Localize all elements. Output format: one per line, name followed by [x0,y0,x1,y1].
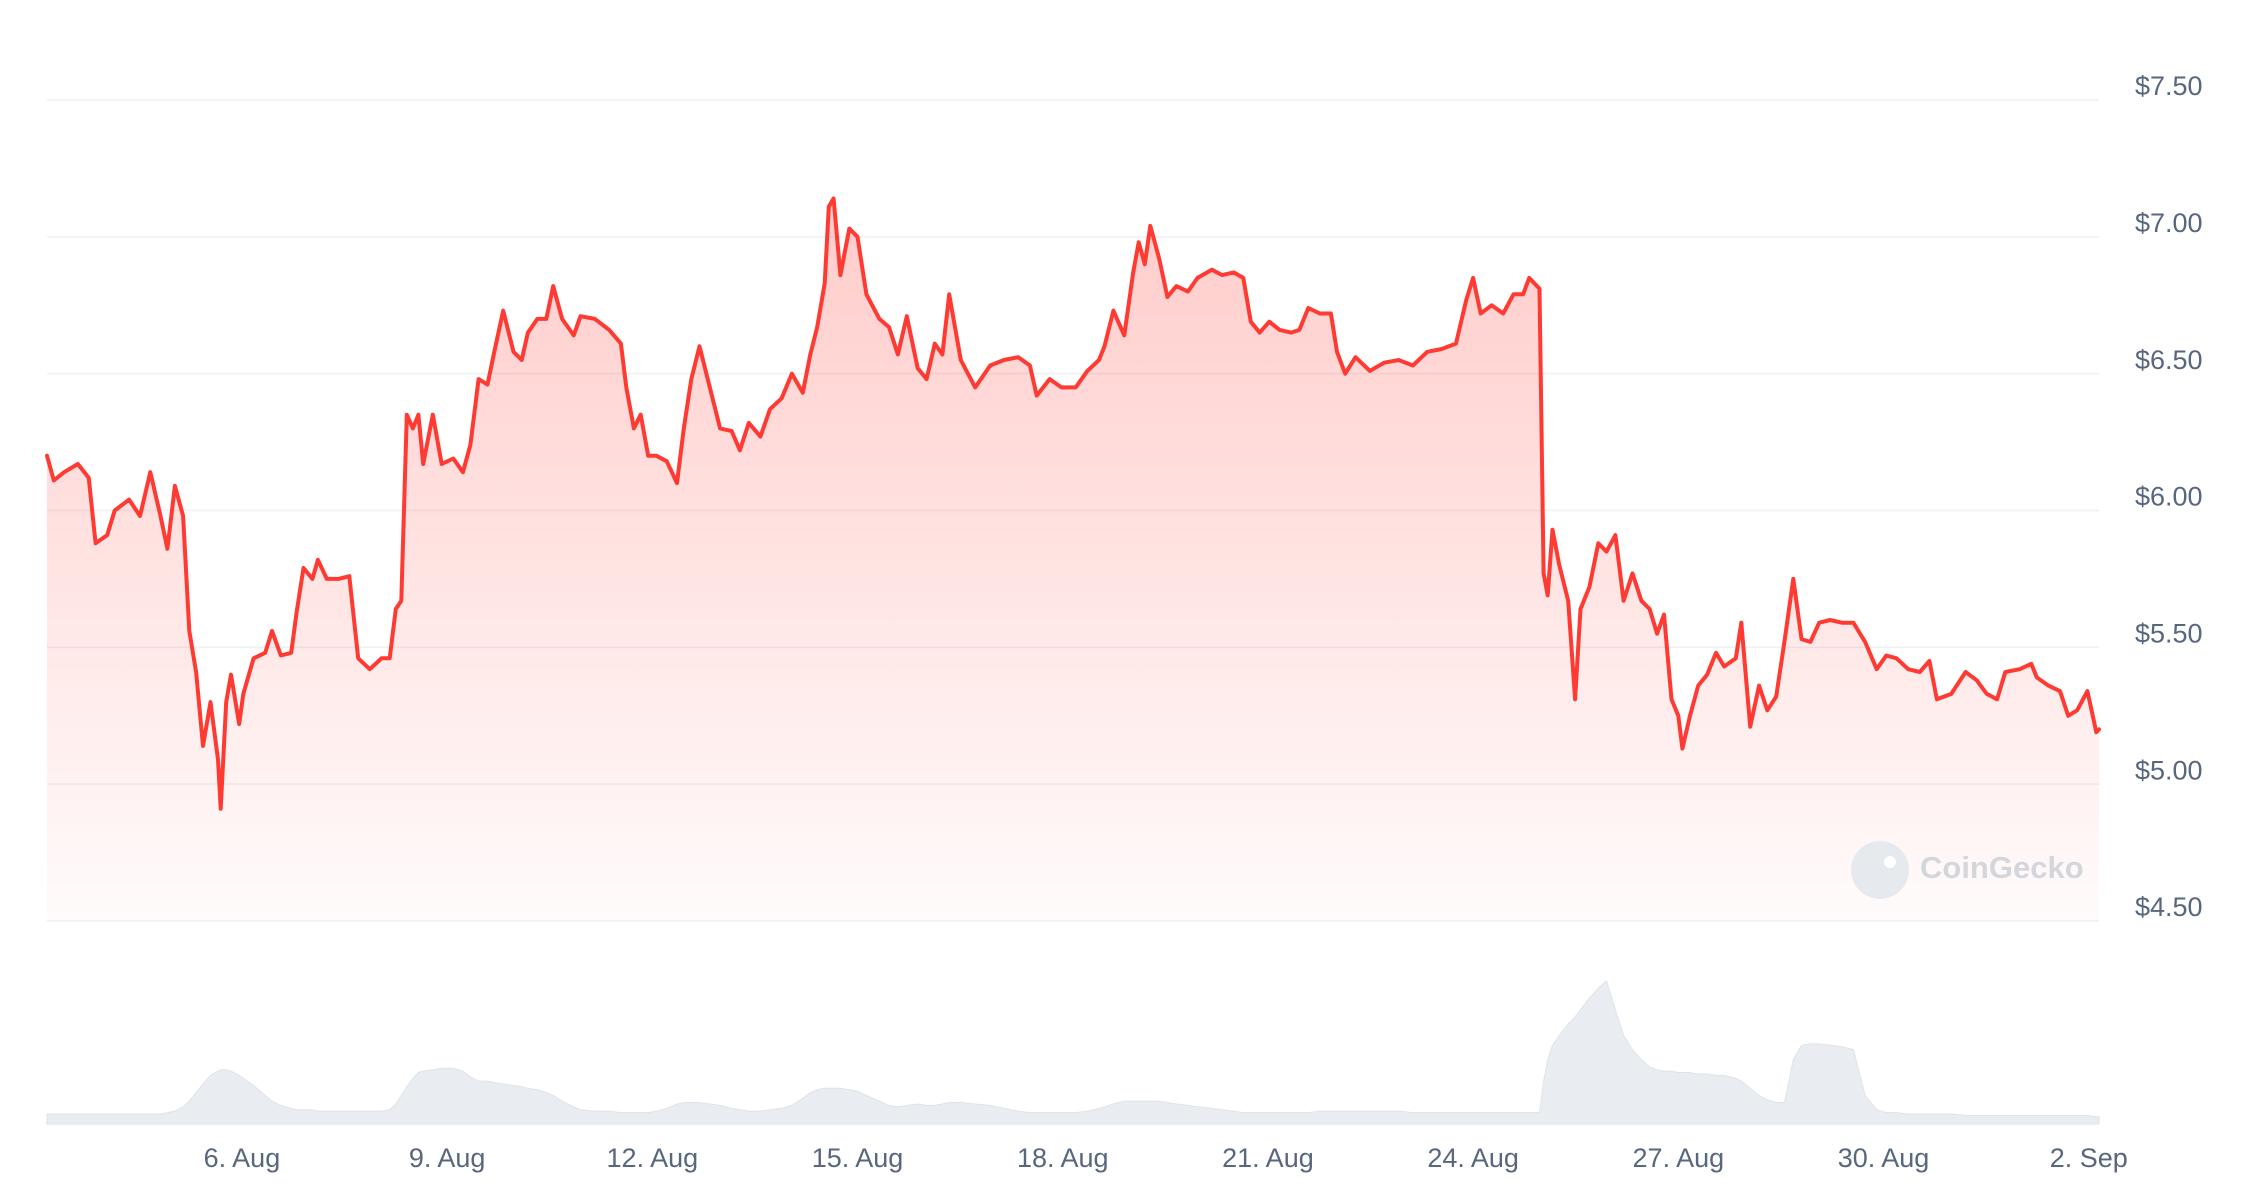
y-tick-label: $5.50 [2135,618,2203,648]
x-tick-label: 27. Aug [1633,1143,1725,1173]
watermark: CoinGecko [1851,841,2084,899]
x-tick-label: 18. Aug [1017,1143,1109,1173]
x-tick-label: 15. Aug [812,1143,904,1173]
y-tick-label: $6.50 [2135,345,2203,375]
watermark-logo [1851,841,1909,899]
y-tick-label: $7.00 [2135,208,2203,238]
y-tick-label: $5.00 [2135,755,2203,785]
y-tick-label: $4.50 [2135,892,2203,922]
price [45,196,2101,921]
x-tick-label: 2. Sep [2050,1143,2128,1173]
x-tick-label: 6. Aug [204,1143,281,1173]
watermark-text: CoinGecko [1920,850,2084,885]
volume-area [46,980,2100,1125]
x-tick-label: 21. Aug [1222,1143,1314,1173]
price-line [45,196,2101,811]
y-tick-label: $7.50 [2135,71,2203,101]
x-tick-label: 30. Aug [1838,1143,1930,1173]
x-tick-label: 24. Aug [1427,1143,1519,1173]
price-area [47,198,2099,921]
y-tick-label: $6.00 [2135,482,2203,512]
watermark-logo-eye [1884,856,1896,868]
labels: $4.50 $5.00 $5.50 $6.00 $6.50 $7.00 $7.50 6. Au… [204,71,2203,1173]
x-tick-label: 12. Aug [607,1143,699,1173]
x-tick-label: 9. Aug [409,1143,486,1173]
volume [46,980,2100,1125]
